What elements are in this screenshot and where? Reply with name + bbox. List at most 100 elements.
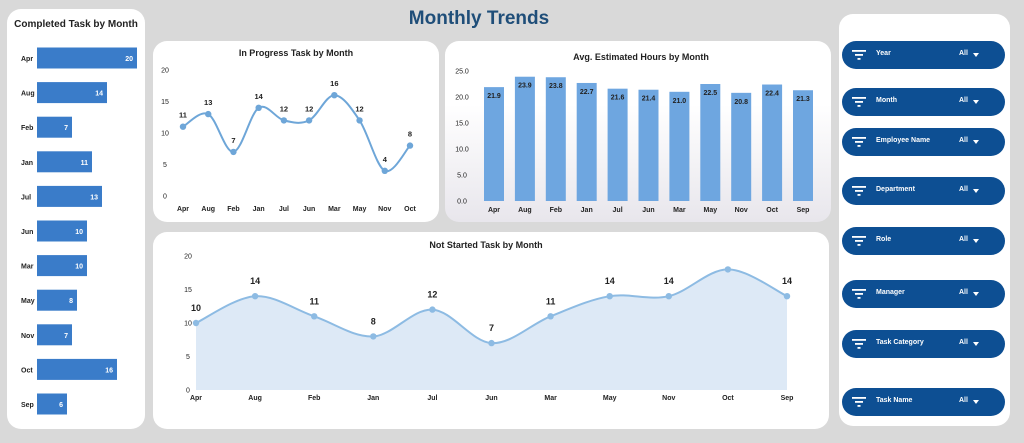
bar: [762, 84, 783, 201]
bar: [576, 82, 597, 201]
bar: [37, 358, 117, 380]
chart-title: In Progress Task by Month: [239, 48, 353, 58]
filter-label: Year: [876, 50, 891, 57]
data-label: 21.6: [611, 95, 625, 102]
chevron-down-icon: [973, 342, 979, 346]
bar: [37, 185, 102, 207]
filter-role[interactable]: Role All: [842, 227, 1005, 255]
y-tick-label: 0.0: [457, 199, 467, 206]
data-label: 10: [191, 303, 201, 313]
filter-task-category[interactable]: Task Category All: [842, 330, 1005, 358]
chevron-down-icon: [973, 189, 979, 193]
filter-employee-name[interactable]: Employee Name All: [842, 128, 1005, 156]
data-label: 7: [64, 125, 68, 132]
chevron-down-icon: [973, 292, 979, 296]
filter-label: Month: [876, 97, 897, 104]
y-tick-label: 5: [163, 162, 167, 169]
notstarted-task-chart: Not Started Task by Month 0 5 10 15 20 10 Apr 14…: [184, 240, 794, 402]
data-point: [665, 293, 672, 300]
filter-value: All: [959, 97, 968, 104]
x-tick-label: Aug: [518, 207, 532, 214]
data-label: 11: [546, 296, 556, 306]
bar: [37, 289, 77, 311]
filter-value: All: [959, 236, 968, 243]
filter-year[interactable]: Year All: [842, 41, 1005, 69]
x-tick-label: Nov: [735, 207, 748, 214]
x-tick-label: Jun: [303, 206, 315, 213]
bar: [37, 151, 92, 173]
filter-icon: [852, 97, 866, 107]
filter-value: All: [959, 137, 968, 144]
bar: [793, 90, 813, 201]
y-tick-label: 0: [186, 388, 190, 395]
data-point: [783, 293, 791, 300]
data-label: 14: [95, 91, 103, 98]
y-tick-label: 5: [186, 354, 190, 361]
data-point: [356, 117, 363, 124]
filter-icon: [852, 236, 866, 246]
data-point: [429, 306, 436, 313]
chevron-down-icon: [973, 239, 979, 243]
notstarted-task-panel: Not Started Task by Month 0 5 10 15 20 10 Apr 14…: [153, 232, 829, 429]
y-tick-label: 15.0: [455, 121, 469, 128]
y-tick-label: May: [21, 298, 35, 305]
bar: [700, 84, 721, 201]
x-tick-label: Oct: [766, 207, 778, 214]
data-label: 14: [250, 276, 260, 286]
y-tick-label: 15: [161, 99, 169, 106]
x-tick-label: Sep: [781, 395, 794, 402]
filter-department[interactable]: Department All: [842, 177, 1005, 205]
filter-month[interactable]: Month All: [842, 88, 1005, 116]
filter-manager[interactable]: Manager All: [842, 280, 1005, 308]
bar: [37, 255, 87, 277]
data-label: 7: [64, 333, 68, 340]
x-tick-label: Jan: [581, 207, 593, 214]
data-label: 13: [90, 194, 98, 201]
data-label: 11: [81, 160, 89, 167]
data-point: [192, 319, 200, 327]
data-point: [488, 339, 495, 347]
data-label: 10: [75, 229, 83, 236]
x-tick-label: Aug: [201, 206, 215, 213]
x-tick-label: Jul: [427, 395, 437, 402]
data-label: 16: [330, 79, 338, 88]
bar: [37, 116, 72, 138]
bar: [669, 91, 690, 201]
data-point: [255, 104, 262, 111]
y-tick-label: Sep: [21, 402, 34, 409]
data-point: [406, 142, 414, 149]
x-tick-label: Mar: [673, 207, 686, 214]
x-tick-label: Feb: [308, 395, 320, 402]
filter-task-name[interactable]: Task Name All: [842, 388, 1005, 416]
y-tick-label: 15: [184, 287, 192, 294]
filter-icon: [852, 339, 866, 349]
y-tick-label: Oct: [21, 367, 33, 374]
data-label: 12: [280, 104, 288, 113]
y-tick-label: Jan: [21, 160, 33, 167]
series-area: [196, 269, 787, 390]
x-tick-label: May: [603, 395, 617, 402]
inprogress-task-chart: In Progress Task by Month 0 5 10 15 20 11 Apr 13…: [161, 48, 416, 213]
x-tick-label: Apr: [190, 395, 202, 402]
filter-label: Employee Name: [876, 137, 931, 144]
data-point: [305, 117, 313, 124]
inprogress-task-panel: In Progress Task by Month 0 5 10 15 20 11 Apr 13…: [153, 41, 439, 222]
data-point: [724, 266, 732, 273]
chart-title: Avg. Estimated Hours by Month: [573, 52, 709, 62]
filter-value: All: [959, 186, 968, 193]
data-point: [179, 123, 187, 130]
x-tick-label: Jun: [642, 207, 654, 214]
filter-icon: [852, 50, 866, 60]
data-label: 13: [204, 98, 212, 107]
filter-panel: Year All Month All Employee Name All Departmen…: [839, 14, 1010, 426]
x-tick-label: Jul: [613, 207, 623, 214]
x-tick-label: Nov: [662, 395, 675, 402]
data-label: 4: [383, 155, 388, 164]
x-tick-label: Feb: [550, 207, 562, 214]
y-tick-label: 5.0: [457, 173, 467, 180]
y-tick-label: 0: [163, 194, 167, 201]
data-label: 8: [408, 130, 412, 139]
y-tick-label: Apr: [21, 56, 33, 63]
avg-hours-chart: Avg. Estimated Hours by Month 0.0 5.0 10.0 1…: [455, 52, 813, 214]
data-label: 12: [427, 290, 437, 300]
